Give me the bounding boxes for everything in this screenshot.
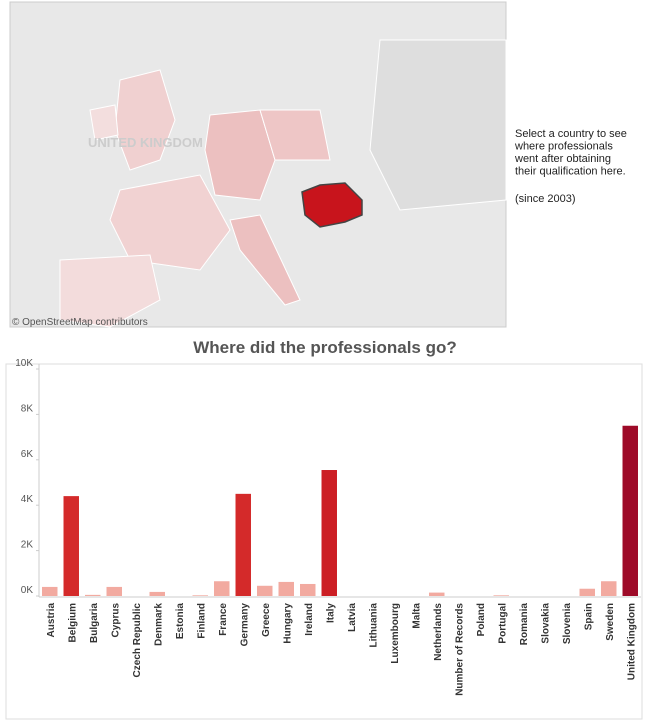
bar — [300, 583, 316, 596]
sidebar-text: their qualification here. — [515, 166, 626, 178]
x-tick-label: Malta — [411, 603, 422, 629]
bar — [149, 591, 165, 596]
bar — [42, 586, 58, 596]
y-tick-label: 10K — [15, 358, 33, 369]
map-iberia — [59, 254, 161, 328]
bar — [257, 585, 273, 596]
x-tick-label: United Kingdom — [626, 603, 637, 680]
sidebar-text: went after obtaining — [514, 153, 611, 165]
bar — [601, 581, 617, 596]
map-romania[interactable] — [301, 182, 363, 228]
bar — [85, 594, 101, 596]
x-tick-label: Latvia — [347, 603, 358, 632]
x-tick-label: Estonia — [175, 603, 186, 640]
x-tick-label: Austria — [46, 603, 57, 638]
x-tick-label: Lithuania — [368, 603, 379, 648]
map-france — [109, 174, 231, 271]
bar — [192, 595, 208, 596]
x-tick-label: Belgium — [67, 603, 78, 643]
sidebar-text: Select a country to see — [515, 128, 627, 140]
x-tick-label: Romania — [519, 603, 530, 646]
bar — [278, 581, 294, 596]
x-tick-label: Finland — [196, 603, 207, 639]
x-tick-label: Germany — [239, 603, 250, 647]
x-tick-label: Slovenia — [562, 603, 573, 645]
map[interactable]: UNITED KINGDOM © OpenStreetMap contribut… — [9, 1, 507, 328]
x-tick-label: Denmark — [153, 603, 164, 646]
sidebar-note: (since 2003) — [515, 193, 576, 205]
y-tick-label: 4K — [21, 494, 34, 505]
bar — [579, 588, 595, 596]
x-tick-label: Sweden — [605, 603, 616, 641]
map-poland — [259, 109, 331, 161]
x-tick-label: Slovakia — [540, 603, 551, 644]
bar — [429, 592, 445, 596]
chart-title: Where did the professionals go? — [193, 338, 457, 357]
map-label: UNITED KINGDOM — [88, 135, 203, 150]
bar — [106, 586, 122, 596]
x-tick-label: Poland — [476, 603, 487, 636]
map-ireland — [89, 104, 119, 141]
x-tick-label: Luxembourg — [390, 603, 401, 664]
bar — [321, 470, 337, 596]
bar — [493, 595, 509, 596]
x-tick-label: Number of Records — [454, 603, 465, 696]
x-tick-label: Bulgaria — [89, 603, 100, 643]
map-italy — [229, 214, 301, 306]
x-tick-label: Netherlands — [433, 603, 444, 661]
bar — [63, 496, 79, 596]
y-tick-label: 0K — [21, 585, 34, 596]
map-east — [369, 39, 507, 211]
x-tick-label: Italy — [325, 603, 336, 623]
x-tick-label: France — [218, 603, 229, 636]
map-credit: © OpenStreetMap contributors — [12, 317, 148, 328]
sidebar-text: where professionals — [514, 141, 613, 153]
x-tick-label: Ireland — [304, 603, 315, 636]
bar — [622, 425, 638, 596]
chart-pane — [5, 363, 643, 720]
y-tick-label: 8K — [21, 403, 34, 414]
bar — [235, 493, 251, 596]
y-tick-label: 6K — [21, 449, 34, 460]
x-tick-label: Spain — [583, 603, 594, 630]
x-tick-label: Czech Republic — [132, 603, 143, 678]
bar — [214, 581, 230, 596]
x-tick-label: Portugal — [497, 603, 508, 644]
y-tick-label: 2K — [21, 540, 34, 551]
x-tick-label: Greece — [261, 603, 272, 637]
x-tick-label: Hungary — [282, 603, 293, 644]
x-tick-label: Cyprus — [110, 603, 121, 638]
